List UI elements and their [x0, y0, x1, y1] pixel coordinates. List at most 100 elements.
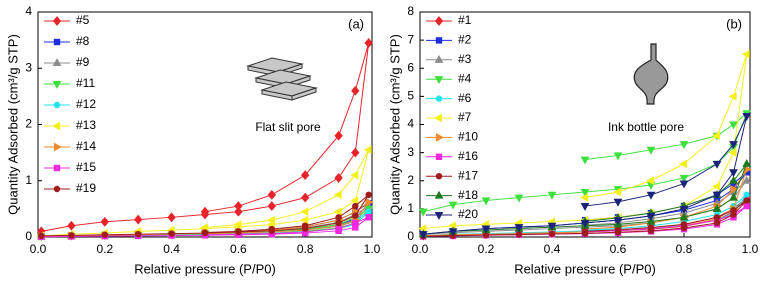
data-point [712, 191, 722, 200]
legend-marker [435, 37, 443, 44]
legend-label: #5 [76, 13, 90, 27]
data-point [743, 202, 750, 210]
legend-marker [53, 142, 62, 152]
legend-marker [52, 121, 61, 131]
series-line [41, 201, 370, 237]
data-point [742, 158, 752, 167]
data-point [418, 224, 427, 233]
legend-marker [53, 38, 61, 46]
series [41, 216, 369, 238]
data-point [300, 215, 309, 225]
data-point [647, 224, 655, 231]
data-point [614, 226, 622, 233]
data-point [729, 192, 738, 201]
data-point [728, 148, 737, 157]
y-tick-label: 0 [25, 229, 32, 243]
legend-label: #13 [76, 118, 96, 132]
data-point [167, 212, 176, 223]
data-point [302, 222, 309, 229]
data-point [742, 175, 752, 184]
pore-type-label: Ink bottle pore [608, 120, 684, 134]
data-point [679, 174, 689, 183]
legend-marker [434, 54, 444, 63]
x-axis-label: Relative pressure (P/P0) [134, 261, 276, 276]
data-point [679, 180, 689, 189]
data-point [680, 221, 688, 228]
data-point [352, 212, 359, 219]
x-tick-label: 0.2 [478, 242, 495, 256]
series-line [423, 115, 748, 235]
legend-marker [53, 164, 61, 172]
data-point [335, 219, 342, 227]
x-tick-label: 0.0 [30, 242, 47, 256]
x-tick-label: 1.0 [742, 242, 759, 256]
series [41, 42, 370, 232]
y-tick-label: 2 [25, 117, 32, 131]
y-axis-label: Quantity Adsorbed (cm³/g STP) [387, 34, 402, 215]
data-point [728, 92, 737, 101]
data-point [301, 170, 310, 181]
data-point [352, 219, 359, 227]
data-point [67, 220, 76, 231]
data-point [742, 113, 752, 121]
data-point [267, 201, 276, 211]
data-point [713, 214, 721, 221]
legend-marker [434, 113, 443, 123]
data-point [580, 219, 590, 228]
legend-marker [52, 16, 62, 26]
legend-marker [435, 153, 443, 160]
data-point [548, 230, 556, 238]
legend-label: #11 [76, 76, 95, 90]
legend-label: #8 [76, 34, 90, 48]
legend-marker [52, 80, 62, 89]
legend-marker [434, 16, 444, 26]
legend-label: #7 [458, 110, 472, 124]
legend-label: #10 [458, 130, 478, 144]
x-tick-label: 0.6 [610, 242, 627, 256]
data-point [201, 229, 209, 236]
data-point [334, 130, 343, 141]
data-point [729, 121, 738, 130]
data-point [646, 176, 655, 186]
legend-label: #17 [458, 168, 478, 182]
legend-marker [53, 185, 61, 193]
legend-label: #3 [458, 52, 472, 66]
data-point [730, 207, 737, 214]
data-point [613, 187, 622, 197]
data-point [646, 212, 656, 221]
data-point [333, 190, 342, 200]
data-point [233, 220, 242, 229]
series [41, 149, 370, 237]
data-point [350, 170, 359, 180]
legend-marker [434, 190, 444, 199]
x-tick-label: 0.6 [230, 242, 247, 256]
legend-label: #15 [76, 160, 96, 174]
data-point [68, 232, 75, 239]
data-point [646, 146, 656, 155]
data-point [743, 197, 750, 204]
data-point [234, 201, 243, 211]
data-point [363, 145, 372, 155]
data-point [334, 173, 343, 183]
x-tick-label: 0.8 [297, 242, 314, 256]
data-point [741, 49, 750, 59]
legend-label: #16 [458, 149, 478, 163]
series-line [41, 194, 370, 237]
data-point [547, 191, 557, 200]
data-point [448, 201, 458, 210]
series [423, 200, 748, 237]
data-point [352, 202, 359, 210]
panel-label: (b) [726, 16, 742, 31]
data-point [100, 216, 109, 227]
data-point [547, 222, 557, 231]
data-point [365, 214, 372, 221]
series-line [41, 216, 369, 238]
data-point [268, 225, 275, 233]
data-point [729, 141, 738, 150]
y-tick-label: 1 [407, 201, 414, 215]
data-point [101, 231, 109, 238]
legend-label: #2 [458, 33, 472, 47]
data-point [335, 225, 342, 232]
data-point [729, 169, 738, 178]
